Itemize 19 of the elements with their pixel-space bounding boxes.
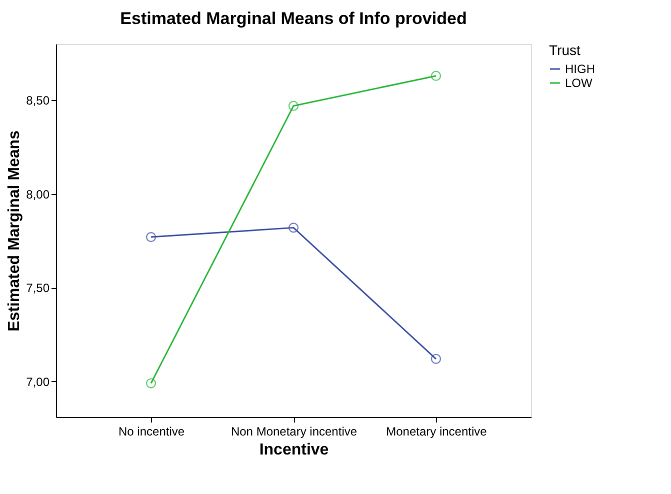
x-tick-label: Monetary incentive bbox=[386, 424, 488, 438]
legend-label: HIGH bbox=[565, 62, 595, 76]
y-tick-label: 7,00 bbox=[26, 374, 50, 389]
point bbox=[430, 70, 442, 81]
x-axis-title: Incentive bbox=[259, 442, 329, 458]
legend-label: LOW bbox=[565, 76, 594, 90]
point bbox=[430, 354, 442, 364]
legend-title: Trust bbox=[549, 42, 580, 58]
y-tick-label: 8,50 bbox=[26, 94, 50, 108]
point bbox=[146, 232, 156, 242]
y-axis-title: Estimated Marginal Means bbox=[6, 130, 24, 332]
x-tick-label: Non Monetary incentive bbox=[230, 424, 358, 438]
point bbox=[288, 100, 299, 111]
y-tick-label: 8,00 bbox=[26, 187, 50, 202]
point bbox=[146, 378, 156, 388]
chart-title: Estimated Marginal Means of Info provided bbox=[120, 9, 467, 28]
point bbox=[288, 222, 299, 233]
y-tick-label: 7,50 bbox=[26, 281, 50, 296]
x-tick-label: No incentive bbox=[118, 424, 185, 438]
